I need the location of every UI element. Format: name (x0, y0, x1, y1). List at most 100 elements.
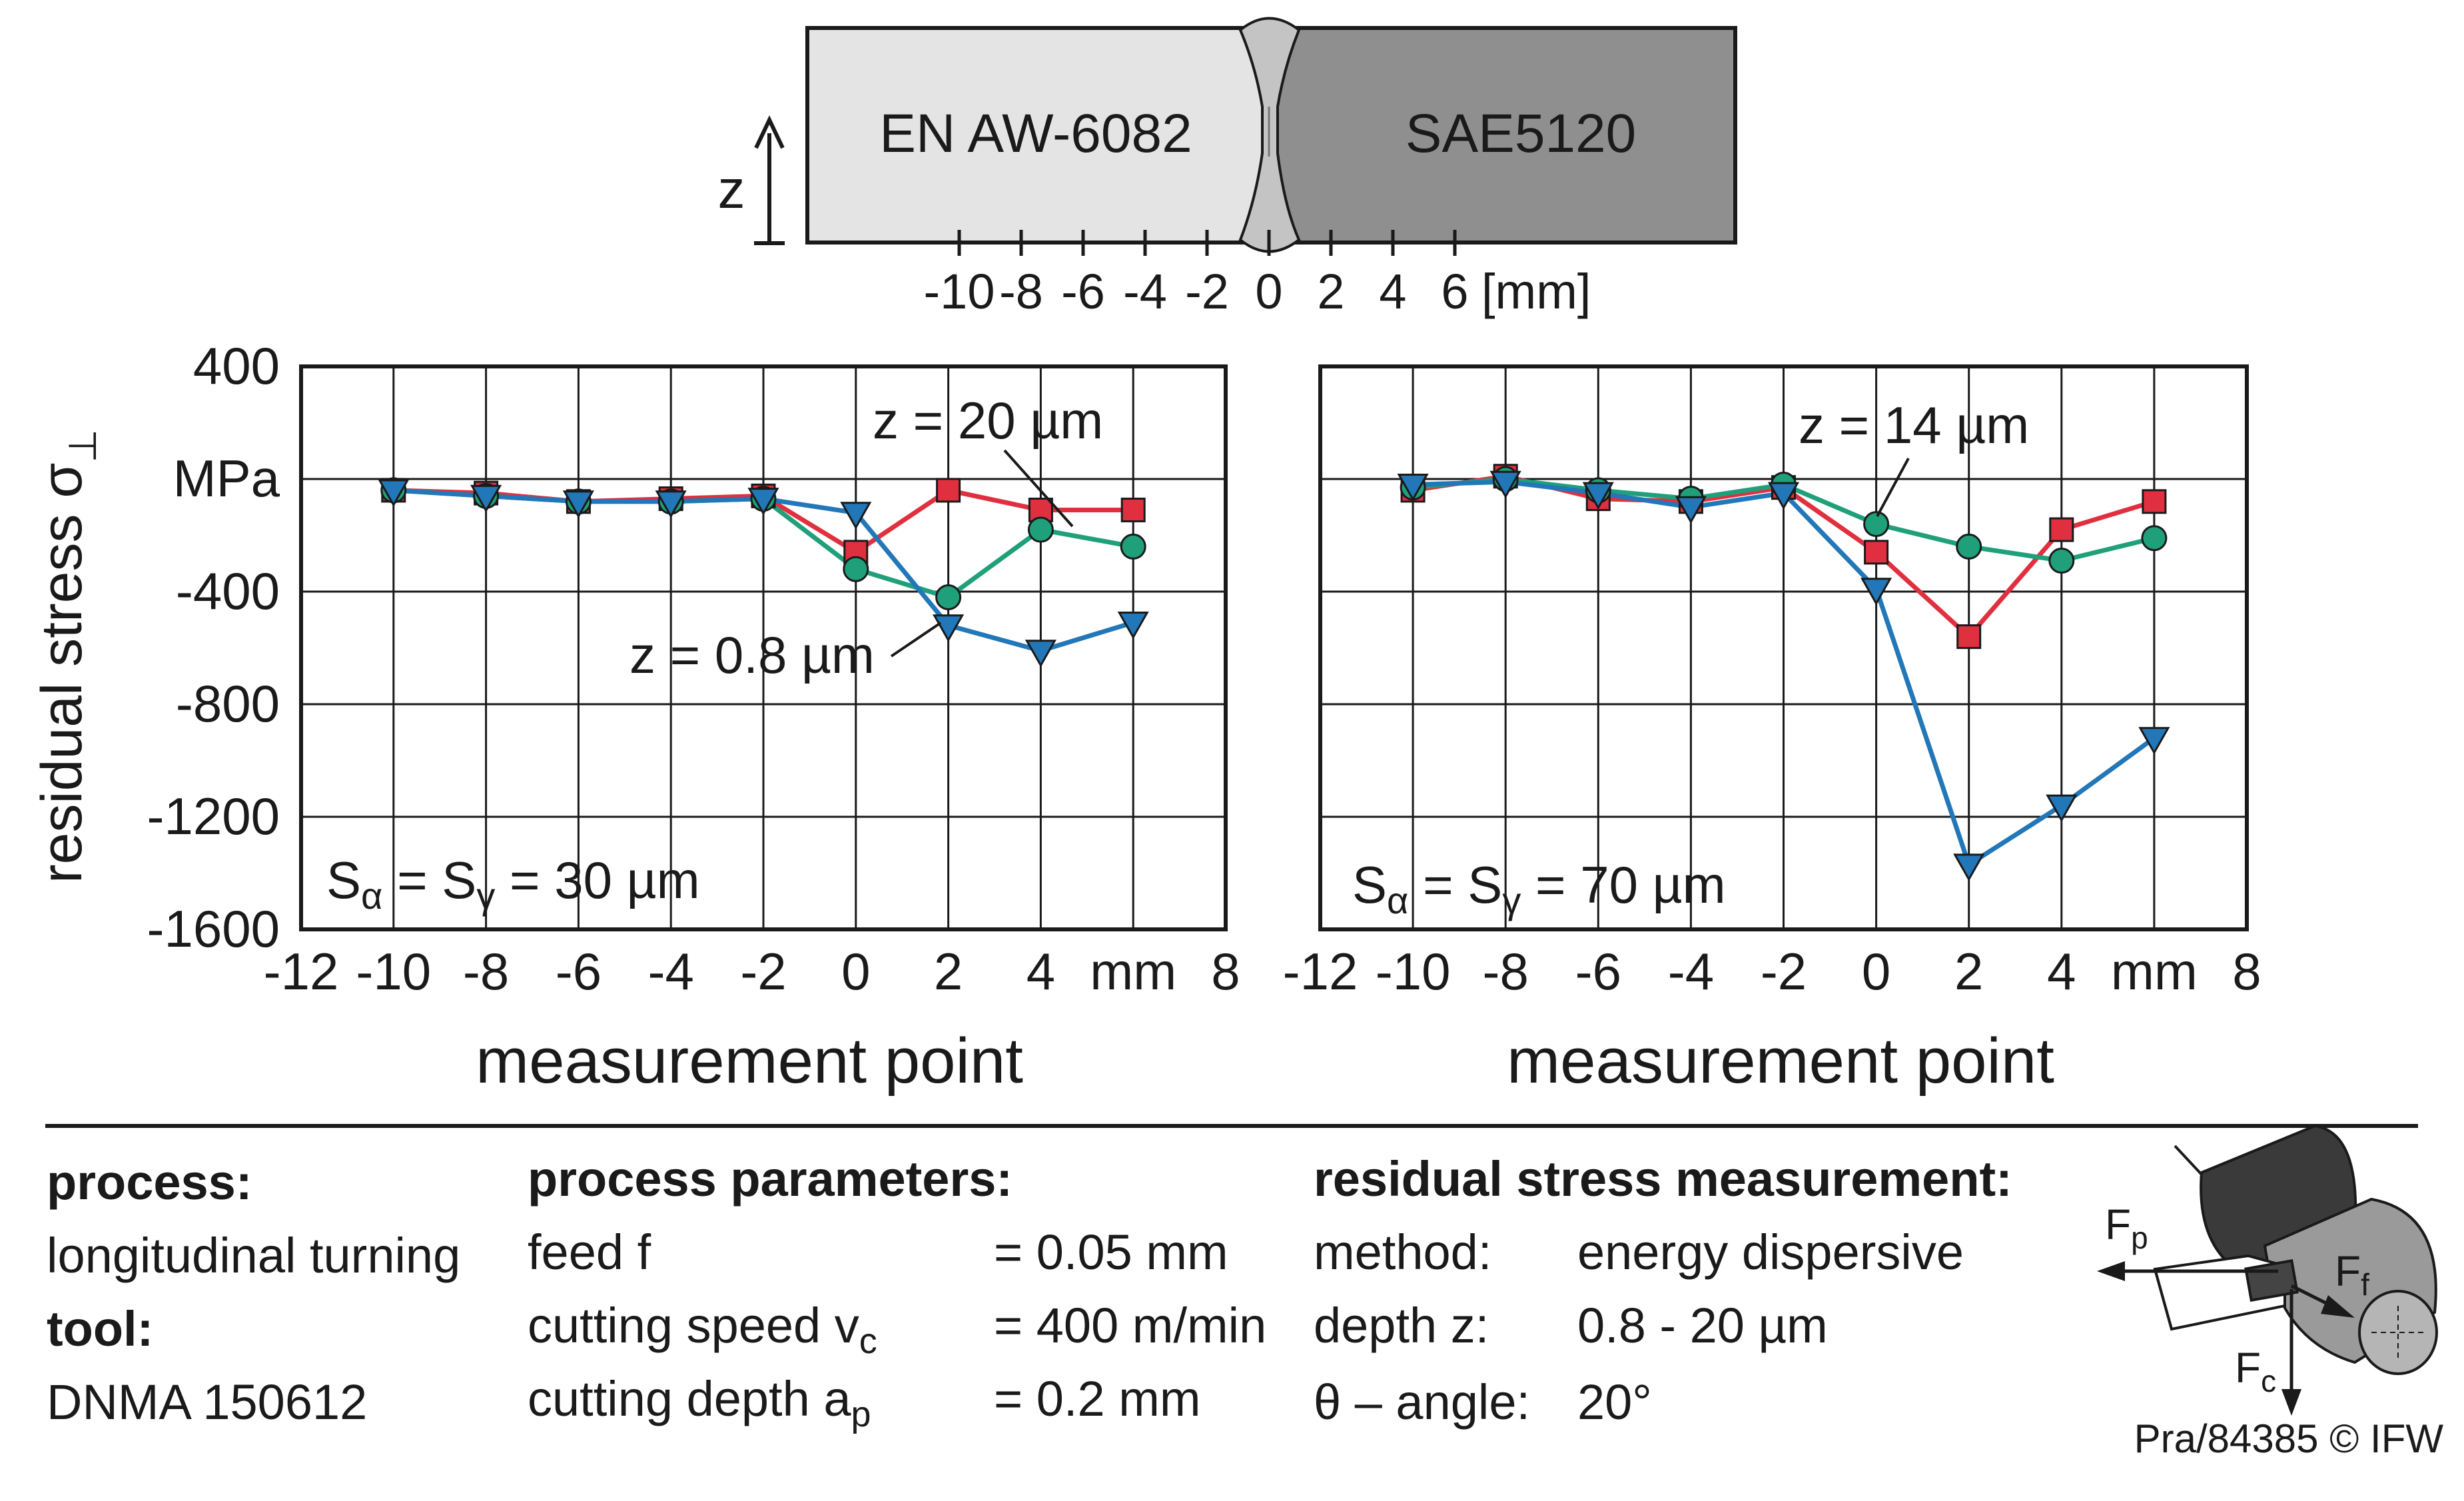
data-point-circle (1956, 533, 1982, 560)
data-point-triangle-down (933, 614, 965, 642)
x-tick-label: -4 (648, 942, 694, 1001)
scale-tick-label: -2 (1185, 264, 1229, 319)
process-value: longitudinal turning (47, 1228, 460, 1283)
x-tick-label: -4 (1668, 942, 1714, 1001)
scale-tick-label: 2 (1317, 264, 1344, 319)
y-tick-label: MPa (173, 449, 280, 508)
data-point-square (1120, 497, 1146, 522)
measurement-angle-name: θ – angle: (1314, 1374, 1530, 1430)
turning-sketch: Fp Ff Fc Pra/84385 © IFW (2097, 1124, 2443, 1461)
scale-tick-label: 0 (1255, 264, 1282, 319)
y-tick-label: -400 (176, 562, 280, 620)
data-point-triangle-down (2046, 794, 2078, 823)
x-tick-label: 4 (2047, 942, 2076, 1001)
scale-tick-label: -4 (1123, 264, 1167, 319)
data-point-circle (935, 584, 962, 610)
data-point-square (936, 478, 961, 503)
measurement-method-value: energy dispersive (1577, 1225, 1964, 1280)
chart-right: -12 -10 -8 -6 -4 -2 0 2 4 mm 8 measurement point S… (1283, 364, 2261, 1097)
y-tick-label: 400 (193, 336, 280, 395)
force-fc-label: Fc (2235, 1344, 2276, 1398)
data-point-circle (1120, 533, 1146, 560)
left-material-label: EN AW-6082 (879, 103, 1192, 164)
left-annotation-z08-leader (890, 622, 942, 658)
z-axis-label: z (718, 159, 745, 220)
data-point-triangle-down (840, 502, 872, 530)
data-point-triangle-down (470, 484, 502, 513)
y-axis-title: residual stress σ⊥ (30, 429, 105, 883)
x-tick-label: 0 (1862, 942, 1890, 1001)
data-point-square (1956, 624, 1982, 650)
specimen-scale: -10 -8 -6 -4 -2 0 2 4 6 [mm] (924, 230, 1591, 319)
x-tick-label: 8 (2232, 942, 2261, 1001)
x-tick-label: -12 (264, 942, 339, 1001)
x-tick-label: mm (2111, 942, 2198, 1001)
param-value-depth: = 0.2 mm (994, 1371, 1201, 1426)
x-tick-label: -10 (1376, 942, 1451, 1001)
right-annotation-z14-leader (1876, 458, 1910, 517)
x-tick-label: 0 (841, 942, 870, 1001)
y-tick-label: -800 (176, 674, 280, 733)
measurement-depth-name: depth z: (1314, 1298, 1489, 1353)
tool-value: DNMA 150612 (47, 1374, 367, 1430)
x-tick-label: -6 (1575, 942, 1621, 1001)
left-annotation-z20: z = 20 µm (873, 391, 1103, 450)
chart-left: 400 MPa -400 -800 -1200 -1600 -12 -10 -8 -6 -4 -2 0… (147, 336, 1240, 1097)
info-section: process: longitudinal turning tool: DNMA… (47, 1151, 2012, 1434)
scale-unit: [mm] (1481, 264, 1591, 319)
data-point-triangle-down (655, 490, 687, 518)
data-point-circle (1027, 516, 1054, 543)
aluminium-part (805, 26, 1276, 245)
right-material-label: SAE5120 (1406, 103, 1637, 164)
process-heading: process: (47, 1155, 252, 1210)
left-x-axis-title: measurement point (476, 1025, 1023, 1097)
scale-tick-label: -10 (924, 264, 995, 319)
data-point-circle (2048, 548, 2075, 574)
data-point-square (2049, 517, 2074, 542)
param-name-feed: feed f (528, 1225, 651, 1280)
data-point-triangle-down (378, 479, 410, 507)
scale-tick-label: -6 (1061, 264, 1105, 319)
x-tick-label: 4 (1027, 942, 1055, 1001)
param-name-speed: cutting speed vc (528, 1298, 877, 1361)
data-point-square (2142, 489, 2167, 514)
data-point-triangle-down (747, 488, 779, 516)
tool-heading: tool: (47, 1301, 153, 1356)
data-point-triangle-down (1489, 470, 1521, 499)
x-tick-label: 8 (1211, 942, 1240, 1001)
x-tick-label: -10 (356, 942, 431, 1001)
param-value-feed: = 0.05 mm (994, 1225, 1228, 1280)
data-point-triangle-down (1675, 496, 1707, 524)
x-tick-label: -2 (1761, 942, 1807, 1001)
param-name-depth: cutting depth ap (528, 1371, 871, 1434)
data-point-triangle-down (2138, 727, 2170, 755)
right-x-axis-title: measurement point (1507, 1025, 2054, 1097)
y-tick-label: -1600 (147, 899, 280, 958)
data-point-triangle-down (1767, 482, 1800, 510)
left-annotation-z20-leader (1003, 449, 1074, 528)
x-tick-label: -12 (1283, 942, 1358, 1001)
param-value-speed: = 400 m/min (994, 1298, 1266, 1353)
scale-tick-label: -8 (999, 264, 1043, 319)
right-plot-frame (1318, 364, 2249, 931)
shaft-end-face (2358, 1290, 2438, 1375)
data-point-triangle-down (562, 490, 594, 518)
x-tick-label: 2 (1954, 942, 1983, 1001)
right-inset-label: Sα = Sγ = 70 µm (1352, 855, 1726, 921)
data-point-circle (843, 556, 869, 582)
steel-part (1267, 26, 1737, 245)
y-tick-label: -1200 (147, 787, 280, 845)
data-point-circle (2141, 525, 2168, 552)
left-annotation-z08: z = 0.8 µm (629, 626, 875, 684)
measurement-heading: residual stress measurement: (1314, 1151, 2012, 1207)
measurement-depth-value: 0.8 - 20 µm (1577, 1298, 1828, 1353)
data-point-triangle-down (1025, 640, 1056, 668)
x-tick-label: -8 (1483, 942, 1529, 1001)
measurement-method-name: method: (1314, 1225, 1491, 1280)
data-point-triangle-down (1117, 611, 1149, 640)
left-plot-frame (299, 364, 1228, 931)
data-point-triangle-down (1397, 473, 1429, 502)
specimen-schematic: EN AW-6082 SAE5120 z -10 -8 -6 -4 -2 0 2 4 6 [mm] (718, 17, 1737, 319)
x-tick-label: mm (1090, 942, 1176, 1001)
